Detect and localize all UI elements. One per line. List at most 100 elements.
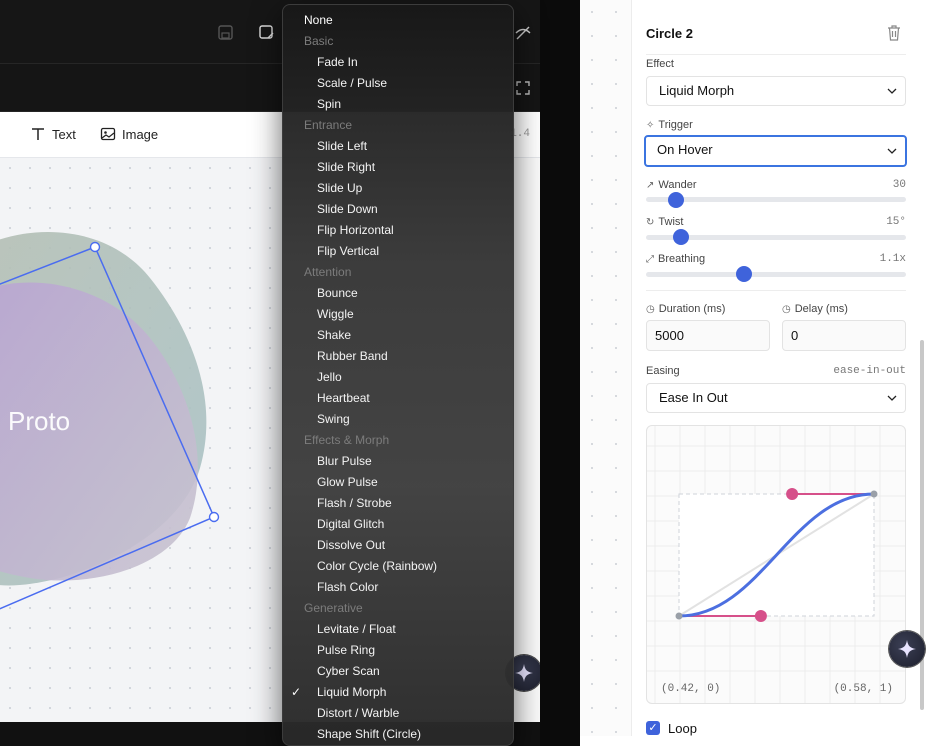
clock-icon: ◷ — [782, 303, 791, 315]
hide-icon[interactable] — [514, 24, 532, 42]
menu-item[interactable]: Slide Up — [317, 181, 363, 195]
curve-start-point — [675, 612, 683, 620]
menu-item[interactable]: Flash Color — [317, 580, 379, 594]
menu-item-selected[interactable]: Liquid Morph — [317, 685, 387, 699]
image-tool-label: Image — [122, 126, 159, 142]
menu-item[interactable]: Flash / Strobe — [317, 496, 392, 510]
twist-label: ↻ Twist — [646, 216, 683, 228]
delay-label-text: Delay (ms) — [794, 303, 848, 315]
easing-code: ease-in-out — [833, 365, 906, 377]
menu-item[interactable]: Distort / Warble — [317, 706, 400, 720]
ai-assistant-button[interactable] — [889, 631, 925, 667]
clock-icon: ◷ — [646, 303, 655, 315]
text-icon — [32, 128, 44, 140]
wander-value: 30 — [892, 179, 906, 191]
wander-slider-thumb[interactable] — [667, 192, 684, 208]
menu-item[interactable]: Blur Pulse — [317, 454, 372, 468]
menu-item[interactable]: Slide Down — [317, 202, 378, 216]
menu-item[interactable]: Bounce — [317, 286, 358, 300]
canvas-gutter — [580, 0, 632, 736]
menu-group-attention: Attention — [304, 265, 352, 279]
panel-title: Circle 2 — [646, 26, 693, 41]
image-tool-button[interactable]: Image — [100, 126, 158, 142]
handle-2-coords: (0.58, 1) — [833, 683, 893, 695]
bezier-curve-editor[interactable]: (0.42, 0) (0.58, 1) — [646, 425, 906, 704]
menu-item[interactable]: Slide Right — [317, 160, 376, 174]
twist-slider-track[interactable] — [646, 235, 906, 240]
menu-item[interactable]: Jello — [317, 370, 342, 384]
curve-end-point — [870, 490, 878, 498]
menu-item[interactable]: Rubber Band — [317, 349, 388, 363]
wander-slider-track[interactable] — [646, 197, 906, 202]
easing-select[interactable]: Ease In Out — [646, 383, 906, 413]
menu-item-none[interactable]: None — [304, 13, 333, 27]
sparkle-icon — [898, 640, 916, 658]
chevron-down-icon — [887, 395, 897, 401]
menu-item[interactable]: Swing — [317, 412, 350, 426]
menu-item[interactable]: Fade In — [317, 55, 358, 69]
breathing-slider-track[interactable] — [646, 272, 906, 277]
loop-checkbox[interactable]: ✓ — [646, 721, 660, 735]
expand-icon[interactable] — [514, 79, 532, 97]
breathing-label: ⤢ Breathing — [646, 253, 705, 265]
easing-label: Easing — [646, 365, 680, 377]
selection-handle-right[interactable] — [208, 511, 220, 523]
menu-item[interactable]: Spin — [317, 97, 342, 111]
menu-item[interactable]: Glow Pulse — [317, 475, 378, 489]
menu-item[interactable]: Dissolve Out — [317, 538, 386, 552]
text-tool-button[interactable]: Text — [30, 126, 76, 142]
bezier-graph — [647, 426, 905, 703]
duration-input[interactable]: 5000 — [646, 320, 770, 351]
effect-select-value: Liquid Morph — [659, 83, 735, 98]
handle-1-coords: (0.42, 0) — [661, 683, 721, 695]
canvas-shapes — [0, 232, 220, 613]
menu-item[interactable]: Slide Left — [317, 139, 368, 153]
proto-text[interactable]: Proto — [8, 406, 71, 436]
trash-icon[interactable] — [886, 24, 902, 42]
menu-item[interactable]: Scale / Pulse — [317, 76, 388, 90]
chevron-down-icon — [887, 148, 897, 154]
menu-item[interactable]: Heartbeat — [317, 391, 370, 405]
handle-1-dot[interactable] — [754, 610, 767, 622]
easing-label-text: Easing — [646, 365, 680, 377]
menu-item[interactable]: Color Cycle (Rainbow) — [317, 559, 438, 573]
chevron-down-icon — [887, 88, 897, 94]
menu-item[interactable]: Shake — [317, 328, 352, 342]
menu-item[interactable]: Cyber Scan — [317, 664, 380, 678]
menu-item[interactable]: Levitate / Float — [317, 622, 396, 636]
trigger-select-value: On Hover — [657, 142, 713, 157]
divider — [646, 290, 906, 291]
delay-input[interactable]: 0 — [782, 320, 906, 351]
twist-slider-thumb[interactable] — [672, 229, 689, 245]
menu-item[interactable]: Flip Horizontal — [317, 223, 394, 237]
trigger-select[interactable]: On Hover — [644, 135, 907, 167]
wander-label-text: Wander — [658, 179, 697, 191]
save-as-icon[interactable] — [258, 24, 276, 42]
selection-box[interactable] — [0, 246, 215, 613]
image-icon — [100, 127, 116, 141]
menu-item[interactable]: Digital Glitch — [317, 517, 385, 531]
loop-label: Loop — [668, 721, 697, 736]
menu-item[interactable]: Wiggle — [317, 307, 354, 321]
menu-item[interactable]: Pulse Ring — [317, 643, 376, 657]
trigger-icon: ✧ — [646, 119, 655, 131]
save-icon[interactable] — [217, 24, 235, 42]
menu-item[interactable]: Flip Vertical — [317, 244, 380, 258]
twist-value: 15° — [886, 216, 906, 228]
menu-group-entrance: Entrance — [304, 118, 353, 132]
duration-label: ◷ Duration (ms) — [646, 303, 725, 315]
selection-handle-top[interactable] — [89, 241, 101, 253]
checkmark-icon: ✓ — [291, 685, 302, 699]
design-canvas[interactable]: Proto — [0, 158, 282, 722]
breathing-label-text: Breathing — [658, 253, 706, 265]
duration-label-text: Duration (ms) — [658, 303, 726, 315]
panel-scrollbar[interactable] — [920, 340, 924, 710]
easing-select-value: Ease In Out — [659, 390, 728, 405]
breathing-slider-thumb[interactable] — [736, 266, 753, 282]
effect-select[interactable]: Liquid Morph — [646, 76, 906, 106]
handle-2-dot[interactable] — [786, 488, 799, 500]
effect-dropdown-menu: None Basic Fade In Scale / Pulse Spin En… — [282, 4, 514, 746]
menu-group-effects-morph: Effects & Morph — [304, 433, 390, 447]
morph-blob-front[interactable] — [0, 282, 198, 581]
menu-item[interactable]: Shape Shift (Circle) — [317, 727, 422, 741]
